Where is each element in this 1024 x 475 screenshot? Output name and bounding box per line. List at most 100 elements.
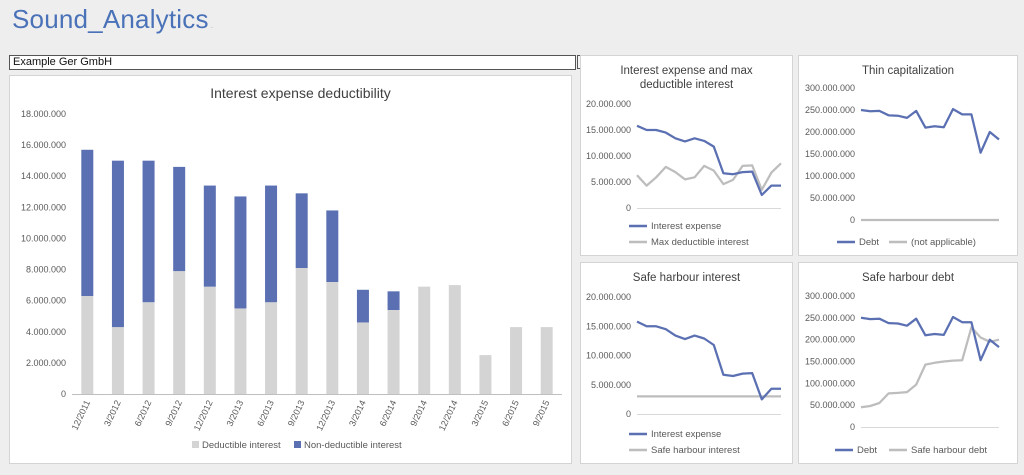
app-title-text: Sound_Analytics (12, 4, 209, 34)
series-line (636, 162, 782, 191)
bar-deductible (173, 271, 186, 394)
y-tick-label: 0 (61, 389, 66, 399)
y-tick-label: 150.000.000 (805, 149, 855, 159)
y-tick-label: 5.000.000 (591, 380, 631, 390)
chart-title: Thin capitalization (862, 65, 954, 77)
chart-title: Safe harbour debt (862, 272, 955, 284)
y-tick-label: 14.000.000 (21, 171, 66, 181)
bar-non-deductible (81, 149, 94, 296)
y-tick-label: 300.000.000 (805, 291, 855, 301)
x-tick-label: 6/2014 (378, 399, 399, 428)
app-title: Sound_Analytics. (12, 4, 213, 35)
y-tick-label: 18.000.000 (21, 109, 66, 119)
x-tick-label: 9/2013 (286, 399, 307, 428)
y-tick-label: 10.000.000 (21, 233, 66, 243)
app-title-mark: . (210, 21, 214, 30)
safe_debt-chart-svg: Safe harbour debt 0 50.000.000 100.000.000 1… (805, 272, 1000, 456)
series-line (860, 107, 1000, 154)
bar-non-deductible (265, 185, 278, 303)
chart-title: Interest expense deductibility (210, 85, 391, 101)
bar-deductible (326, 282, 339, 394)
legend-label: Deductible interest (202, 440, 281, 451)
y-tick-label: 10.000.000 (586, 151, 631, 161)
y-tick-label: 100.000.000 (805, 378, 855, 388)
y-tick-label: 50.000.000 (810, 400, 855, 410)
legend-label: Debt (859, 237, 879, 248)
x-tick-label: 3/2015 (470, 399, 491, 428)
bar-deductible (418, 286, 431, 394)
x-tick-label: 3/2012 (102, 399, 123, 428)
thin_cap-chart-svg: Thin capitalization 0 50.000.000 100.000.00… (805, 65, 1000, 248)
bar-non-deductible (173, 166, 186, 272)
legend-label: (not applicable) (911, 237, 976, 248)
series-line (860, 315, 1000, 362)
chart-panel-safe-interest: Safe harbour interest 0 5.000.000 10.000.00… (580, 262, 793, 464)
chart-panel-max-deductible: Interest expense and max deductible inter… (580, 55, 793, 256)
x-tick-label: 12/2014 (437, 399, 460, 433)
x-tick-label: 9/2012 (163, 399, 184, 428)
chart-title: deductible interest (640, 79, 734, 91)
bar-non-deductible (356, 289, 369, 323)
bar-deductible (203, 286, 216, 394)
chart-title: Safe harbour interest (633, 272, 741, 284)
company-select[interactable]: Example Ger GmbH (9, 55, 576, 70)
x-tick-label: 6/2015 (500, 399, 521, 428)
bar-deductible (234, 308, 247, 394)
y-tick-label: 8.000.000 (26, 265, 66, 275)
bar-deductible (387, 310, 400, 394)
y-tick-label: 5.000.000 (591, 177, 631, 187)
y-tick-label: 100.000.000 (805, 171, 855, 181)
safe_interest-chart-svg: Safe harbour interest 0 5.000.000 10.000.00… (586, 272, 781, 456)
y-tick-label: 250.000.000 (805, 105, 855, 115)
legend-swatch (294, 441, 301, 448)
x-tick-label: 6/2013 (255, 399, 276, 428)
x-tick-label: 3/2013 (225, 399, 246, 428)
bar-deductible (448, 285, 461, 394)
series-line (636, 320, 781, 401)
y-tick-label: 15.000.000 (586, 321, 631, 331)
y-tick-label: 6.000.000 (26, 296, 66, 306)
x-tick-label: 12/2012 (192, 399, 215, 433)
bar-non-deductible (111, 160, 124, 328)
x-tick-label: 12/2011 (70, 399, 93, 432)
legend-label: Debt (857, 445, 877, 456)
bar-deductible (81, 296, 94, 394)
y-tick-label: 10.000.000 (586, 351, 631, 361)
bar-deductible (265, 302, 278, 394)
bar-non-deductible (387, 291, 400, 310)
legend-label: Non-deductible interest (304, 440, 402, 451)
y-tick-label: 0 (626, 409, 631, 419)
bar-deductible (356, 322, 369, 394)
y-tick-label: 0 (626, 203, 631, 213)
x-tick-label: 12/2013 (314, 399, 337, 433)
y-tick-label: 150.000.000 (805, 357, 855, 367)
bar-non-deductible (142, 160, 155, 303)
chart-title: Interest expense and max (620, 65, 753, 77)
y-tick-label: 15.000.000 (586, 125, 631, 135)
x-tick-label: 9/2015 (531, 399, 552, 428)
y-tick-label: 50.000.000 (810, 193, 855, 203)
bar-deductible (142, 302, 155, 394)
y-tick-label: 250.000.000 (805, 313, 855, 323)
bar-non-deductible (326, 210, 339, 282)
legend-label: Interest expense (651, 429, 721, 440)
y-tick-label: 20.000.000 (586, 292, 631, 302)
bar-non-deductible (234, 196, 247, 309)
legend-label: Safe harbour interest (651, 445, 740, 456)
bar-deductible (510, 327, 523, 394)
y-tick-label: 20.000.000 (586, 99, 631, 109)
chart-panel-safe-debt: Safe harbour debt 0 50.000.000 100.000.000 1… (798, 262, 1018, 464)
y-tick-label: 0 (850, 422, 855, 432)
y-tick-label: 4.000.000 (26, 327, 66, 337)
max_deductible-chart-svg: Interest expense and max deductible inter… (586, 65, 782, 248)
chart-panel-main: Interest expense deductibility 0 2.000.000… (9, 75, 572, 464)
bar-deductible (479, 355, 492, 394)
y-tick-label: 200.000.000 (805, 335, 855, 345)
legend-swatch (192, 441, 199, 448)
series-line (636, 124, 781, 197)
y-tick-label: 16.000.000 (21, 140, 66, 150)
series-line (860, 326, 1000, 409)
y-tick-label: 2.000.000 (26, 358, 66, 368)
legend-label: Safe harbour debt (911, 445, 987, 456)
bar-non-deductible (203, 185, 216, 287)
